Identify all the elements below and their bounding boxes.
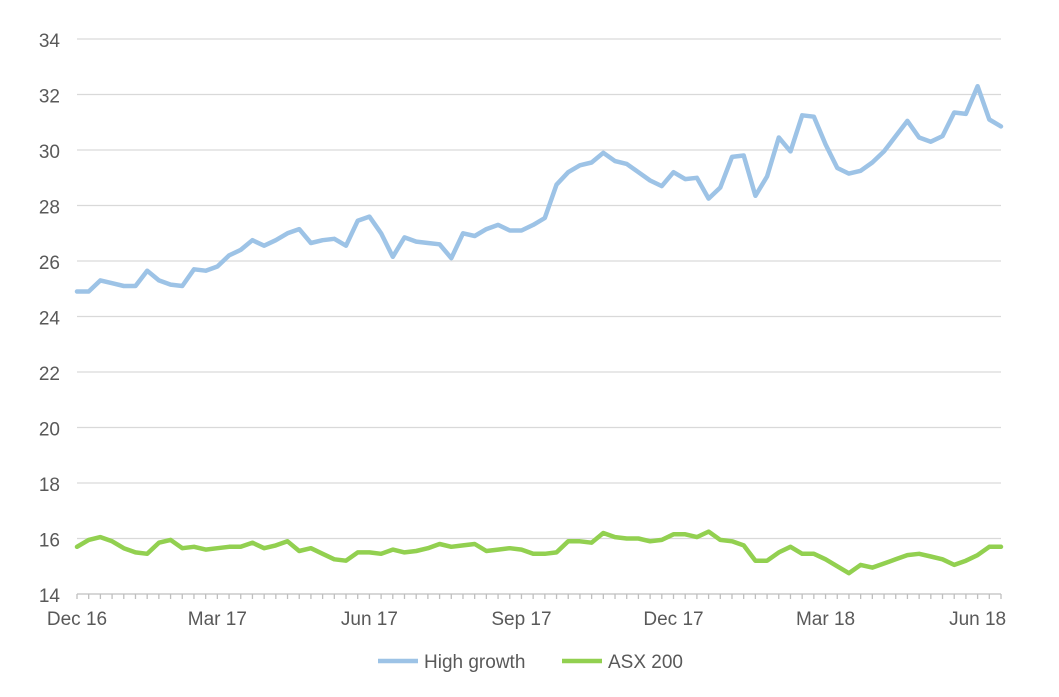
x-tick-label: Mar 17 [188, 609, 247, 630]
x-tick-label: Jun 17 [341, 609, 398, 630]
series-lines [74, 83, 1004, 576]
y-tick-label: 18 [39, 475, 60, 496]
legend-label-high-growth: High growth [424, 652, 525, 673]
x-tick-label: Mar 18 [796, 609, 855, 630]
y-tick-label: 32 [39, 87, 60, 108]
y-tick-label: 20 [39, 420, 60, 441]
y-tick-label: 22 [39, 364, 60, 385]
x-axis: Dec 16 Mar 17 Jun 17 Sep 17 Dec 17 Mar 18 Jun … [47, 593, 1006, 630]
series-line-asx-200 [74, 529, 1004, 576]
legend: High growth ASX 200 [378, 652, 683, 673]
y-tick-label: 28 [39, 198, 60, 219]
y-tick-label: 14 [39, 586, 61, 607]
y-axis: 14 16 18 20 22 24 26 28 30 32 34 [39, 31, 61, 607]
y-tick-label: 26 [39, 253, 60, 274]
x-tick-label: Sep 17 [491, 609, 551, 630]
y-tick-label: 24 [39, 309, 61, 330]
x-tick-label: Jun 18 [949, 609, 1006, 630]
y-tick-label: 34 [39, 31, 61, 52]
series-line-high-growth [74, 83, 1004, 294]
legend-label-asx-200: ASX 200 [608, 652, 683, 673]
x-tick-label: Dec 17 [643, 609, 703, 630]
y-tick-label: 16 [39, 531, 60, 552]
gridlines [77, 38, 1001, 540]
y-tick-label: 30 [39, 142, 60, 163]
x-tick-label: Dec 16 [47, 609, 107, 630]
